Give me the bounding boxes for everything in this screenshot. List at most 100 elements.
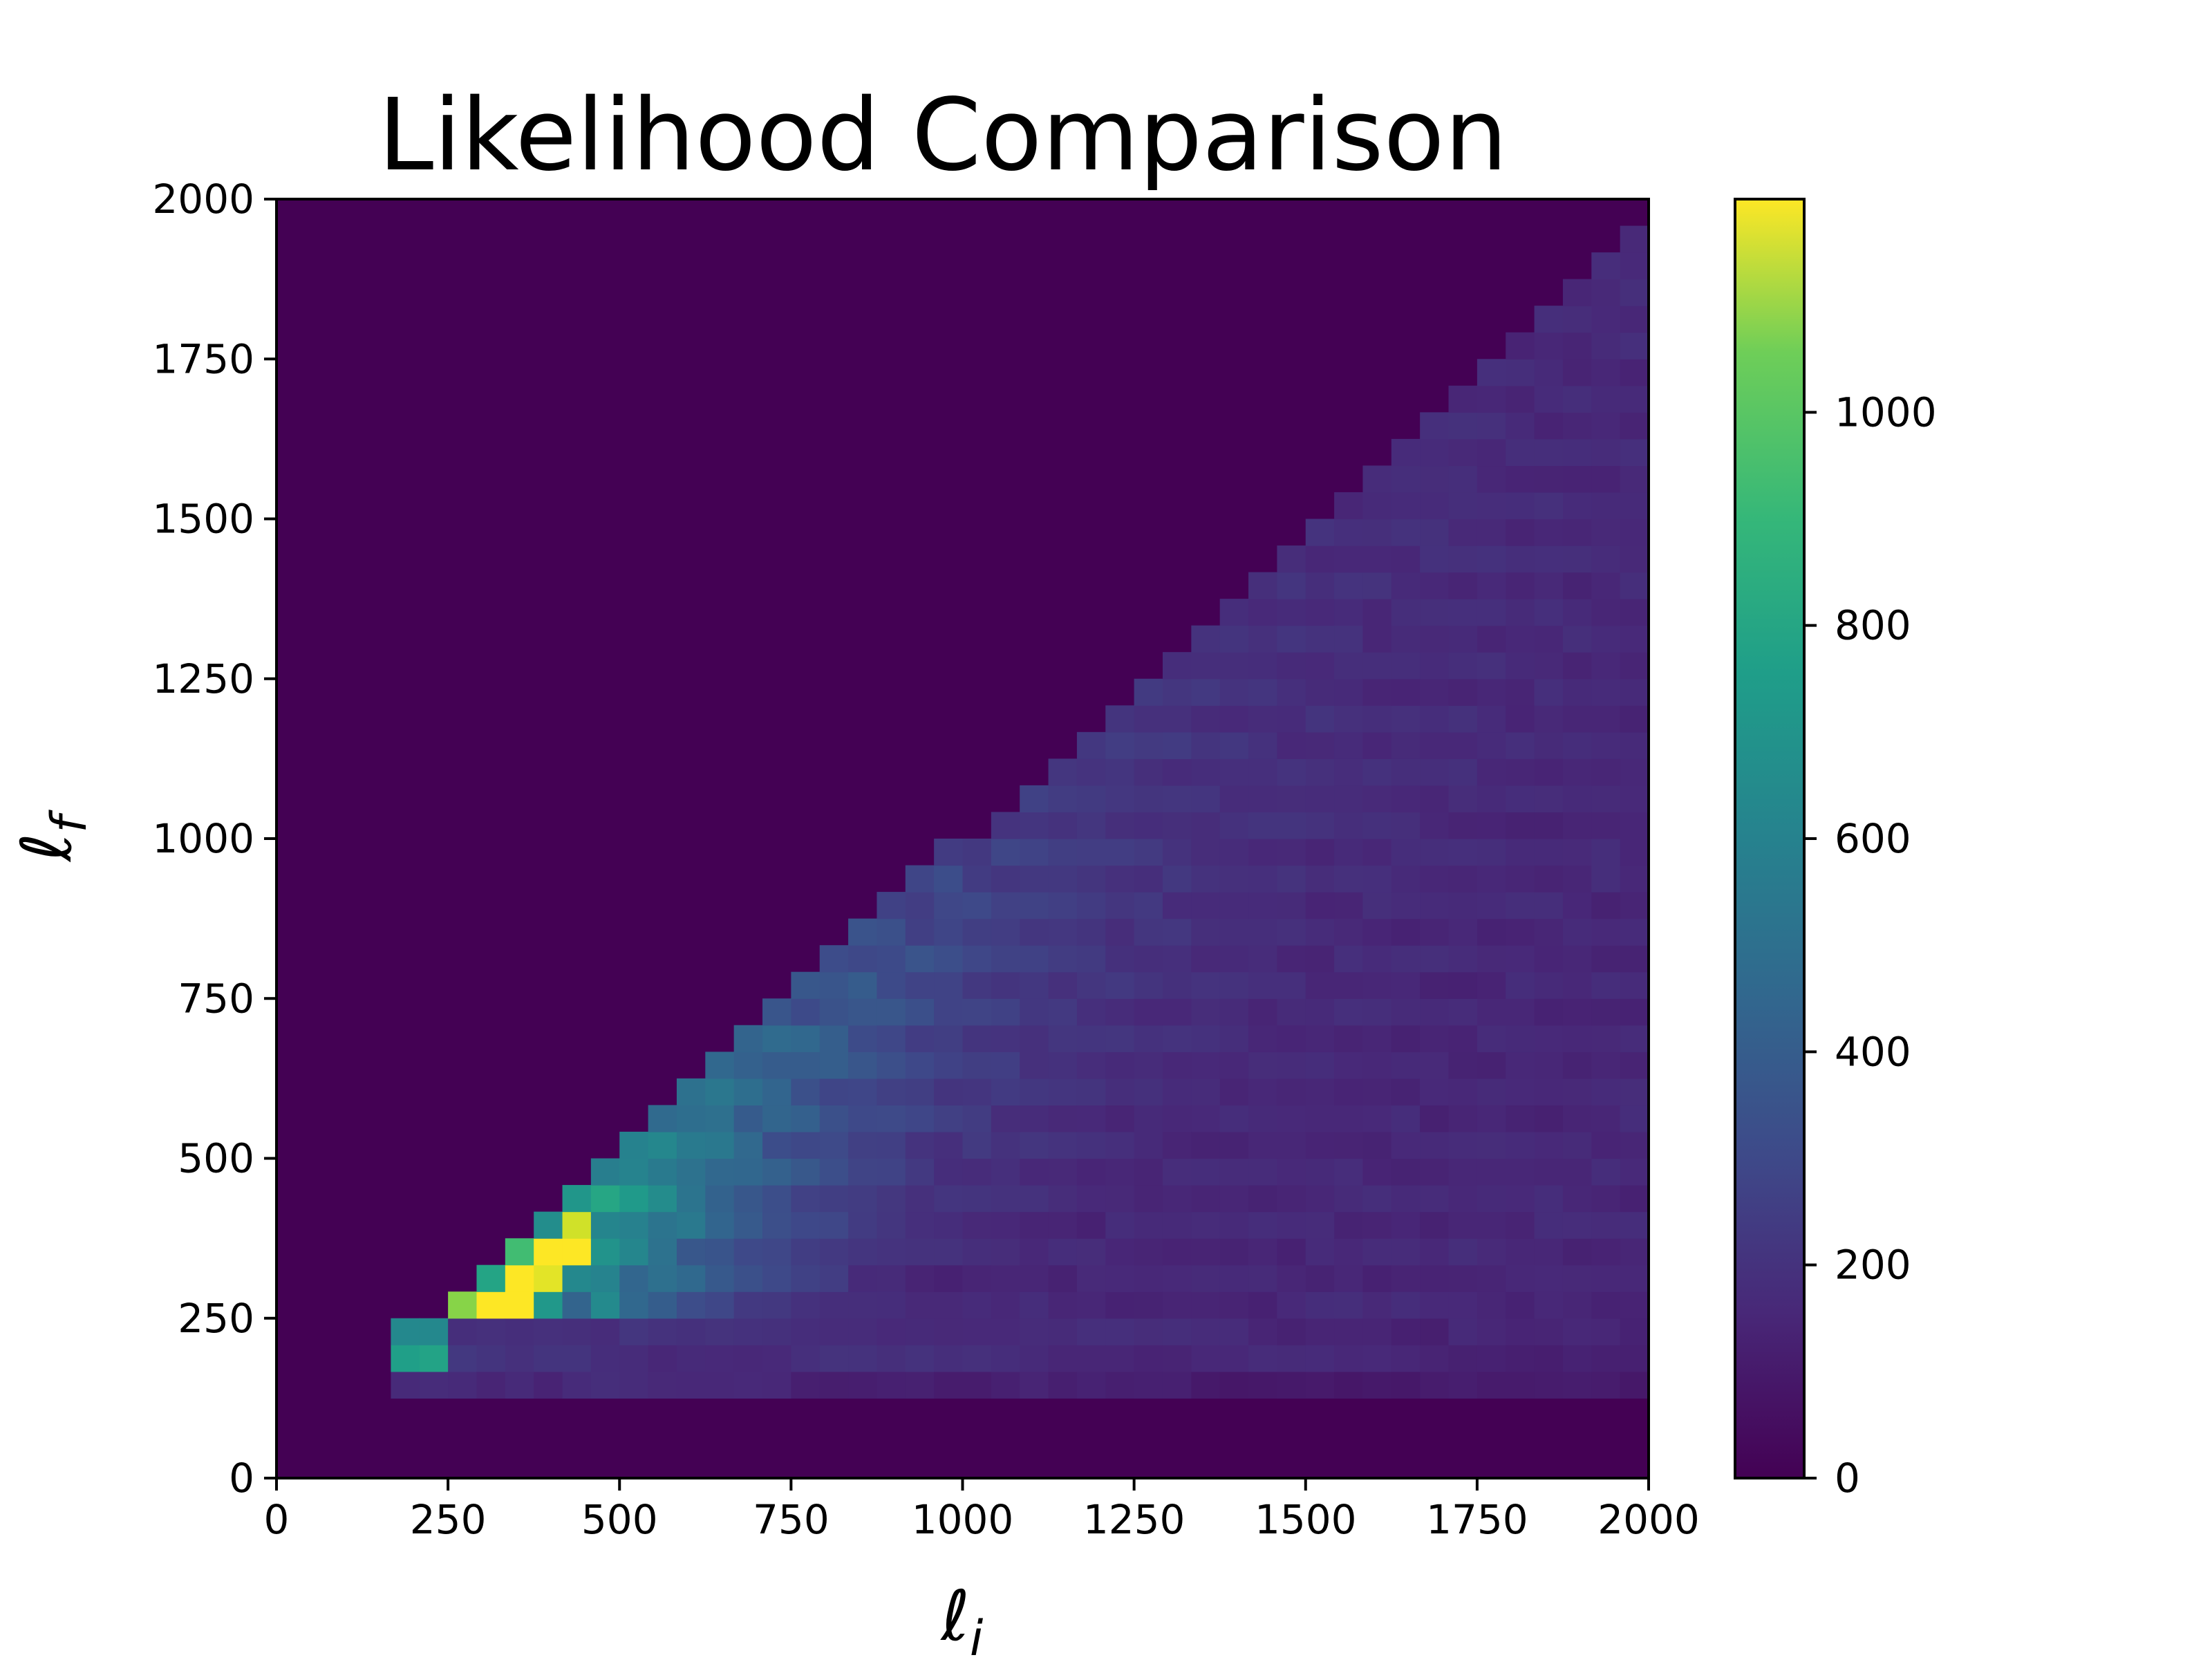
heatmap-cell — [1362, 812, 1392, 839]
heatmap-cell — [1362, 1291, 1392, 1319]
heatmap-cell — [1277, 785, 1306, 813]
heatmap-cell — [1477, 492, 1506, 520]
heatmap-cell — [1248, 1025, 1277, 1052]
heatmap-cell — [1362, 785, 1392, 813]
heatmap-cell — [1620, 1291, 1649, 1319]
heatmap-cell — [1219, 758, 1249, 786]
heatmap-cell — [1591, 572, 1621, 599]
heatmap-cell — [991, 865, 1020, 893]
heatmap-cell — [1277, 545, 1306, 573]
heatmap-cell — [1562, 998, 1592, 1026]
heatmap-cell — [1134, 1264, 1163, 1292]
y-tick-label: 2000 — [152, 176, 254, 223]
heatmap-cell — [1448, 599, 1478, 626]
heatmap-cell — [1591, 1185, 1621, 1213]
heatmap-cell — [1477, 705, 1506, 733]
heatmap-cell — [1562, 492, 1592, 520]
heatmap-cell — [1248, 865, 1277, 893]
heatmap-cell — [1477, 731, 1506, 759]
heatmap-cell — [1248, 1052, 1277, 1079]
heatmap-cell — [1162, 1131, 1192, 1159]
heatmap-cell — [590, 1318, 620, 1345]
heatmap-cell — [1591, 412, 1621, 440]
heatmap-cell — [1362, 1158, 1392, 1186]
heatmap-cell — [1620, 625, 1649, 653]
heatmap-cell — [1477, 1211, 1506, 1239]
heatmap-cell — [1105, 1238, 1135, 1266]
heatmap-cell — [1020, 998, 1049, 1026]
heatmap-cell — [1620, 545, 1649, 573]
heatmap-cell — [648, 1345, 677, 1372]
heatmap-cell — [1219, 625, 1249, 653]
heatmap-cell — [877, 1185, 906, 1213]
heatmap-cell — [1534, 971, 1564, 999]
heatmap-cell — [1620, 1025, 1649, 1052]
heatmap-cell — [934, 1078, 964, 1106]
heatmap-cell — [1448, 1078, 1478, 1106]
heatmap-cell — [1162, 865, 1192, 893]
heatmap-cell — [1591, 465, 1621, 493]
heatmap-cell — [1420, 1264, 1450, 1292]
heatmap-cell — [1191, 678, 1221, 706]
heatmap-cell — [991, 1105, 1020, 1132]
heatmap-cell — [1620, 306, 1649, 333]
heatmap-cell — [1162, 892, 1192, 919]
heatmap-cell — [934, 998, 964, 1026]
heatmap-cell — [391, 1371, 420, 1399]
heatmap-cell — [448, 1345, 478, 1372]
heatmap-cell — [1362, 572, 1392, 599]
heatmap-cell — [848, 1052, 878, 1079]
heatmap-cell — [1591, 279, 1621, 306]
heatmap-cell — [905, 1025, 935, 1052]
heatmap-cell — [1562, 545, 1592, 573]
heatmap-cell — [1591, 998, 1621, 1026]
heatmap-cell — [1020, 812, 1049, 839]
heatmap-cell — [1020, 1105, 1049, 1132]
heatmap-cell — [1477, 971, 1506, 999]
heatmap-cell — [1420, 945, 1450, 973]
heatmap-cell — [1334, 839, 1364, 866]
heatmap-cell — [1562, 1371, 1592, 1399]
heatmap-cell — [1420, 892, 1450, 919]
heatmap-cell — [1420, 918, 1450, 946]
heatmap-cell — [848, 1371, 878, 1399]
heatmap-cell — [1048, 1025, 1078, 1052]
heatmap-cell — [1420, 1052, 1450, 1079]
heatmap-cell — [1591, 1052, 1621, 1079]
heatmap-cell — [819, 1291, 849, 1319]
heatmap-cell — [1477, 385, 1506, 413]
heatmap-cell — [1076, 812, 1106, 839]
heatmap-cell — [1219, 1318, 1249, 1345]
heatmap-cell — [762, 998, 791, 1026]
heatmap-cell — [1048, 1291, 1078, 1319]
heatmap-cell — [1048, 785, 1078, 813]
heatmap-cell — [848, 918, 878, 946]
heatmap-cell — [1562, 1105, 1592, 1132]
heatmap-cell — [1020, 1318, 1049, 1345]
heatmap-cell — [705, 1078, 735, 1106]
heatmap-cell — [1362, 705, 1392, 733]
heatmap-cell — [705, 1211, 735, 1239]
heatmap-cell — [1477, 438, 1506, 467]
heatmap-cell — [1620, 865, 1649, 893]
heatmap-cell — [1562, 1211, 1592, 1239]
heatmap-cell — [1620, 1052, 1649, 1079]
heatmap-cell — [1477, 1264, 1506, 1292]
heatmap-cell — [1534, 1185, 1564, 1213]
heatmap-cell — [1076, 1025, 1106, 1052]
heatmap-cell — [877, 1131, 906, 1159]
heatmap-cell — [1277, 1052, 1306, 1079]
heatmap-cell — [1448, 1158, 1478, 1186]
heatmap-cell — [848, 945, 878, 973]
heatmap-cell — [934, 945, 964, 973]
heatmap-cell — [1562, 785, 1592, 813]
heatmap-cell — [1020, 1158, 1049, 1186]
heatmap-cell — [1362, 678, 1392, 706]
heatmap-cell — [1076, 1158, 1106, 1186]
heatmap-cell — [962, 1238, 992, 1266]
heatmap-cell — [1248, 1318, 1277, 1345]
heatmap-cell — [1048, 758, 1078, 786]
heatmap-cell — [1477, 1105, 1506, 1132]
heatmap-cell — [733, 1105, 763, 1132]
heatmap-cell — [1277, 1345, 1306, 1372]
